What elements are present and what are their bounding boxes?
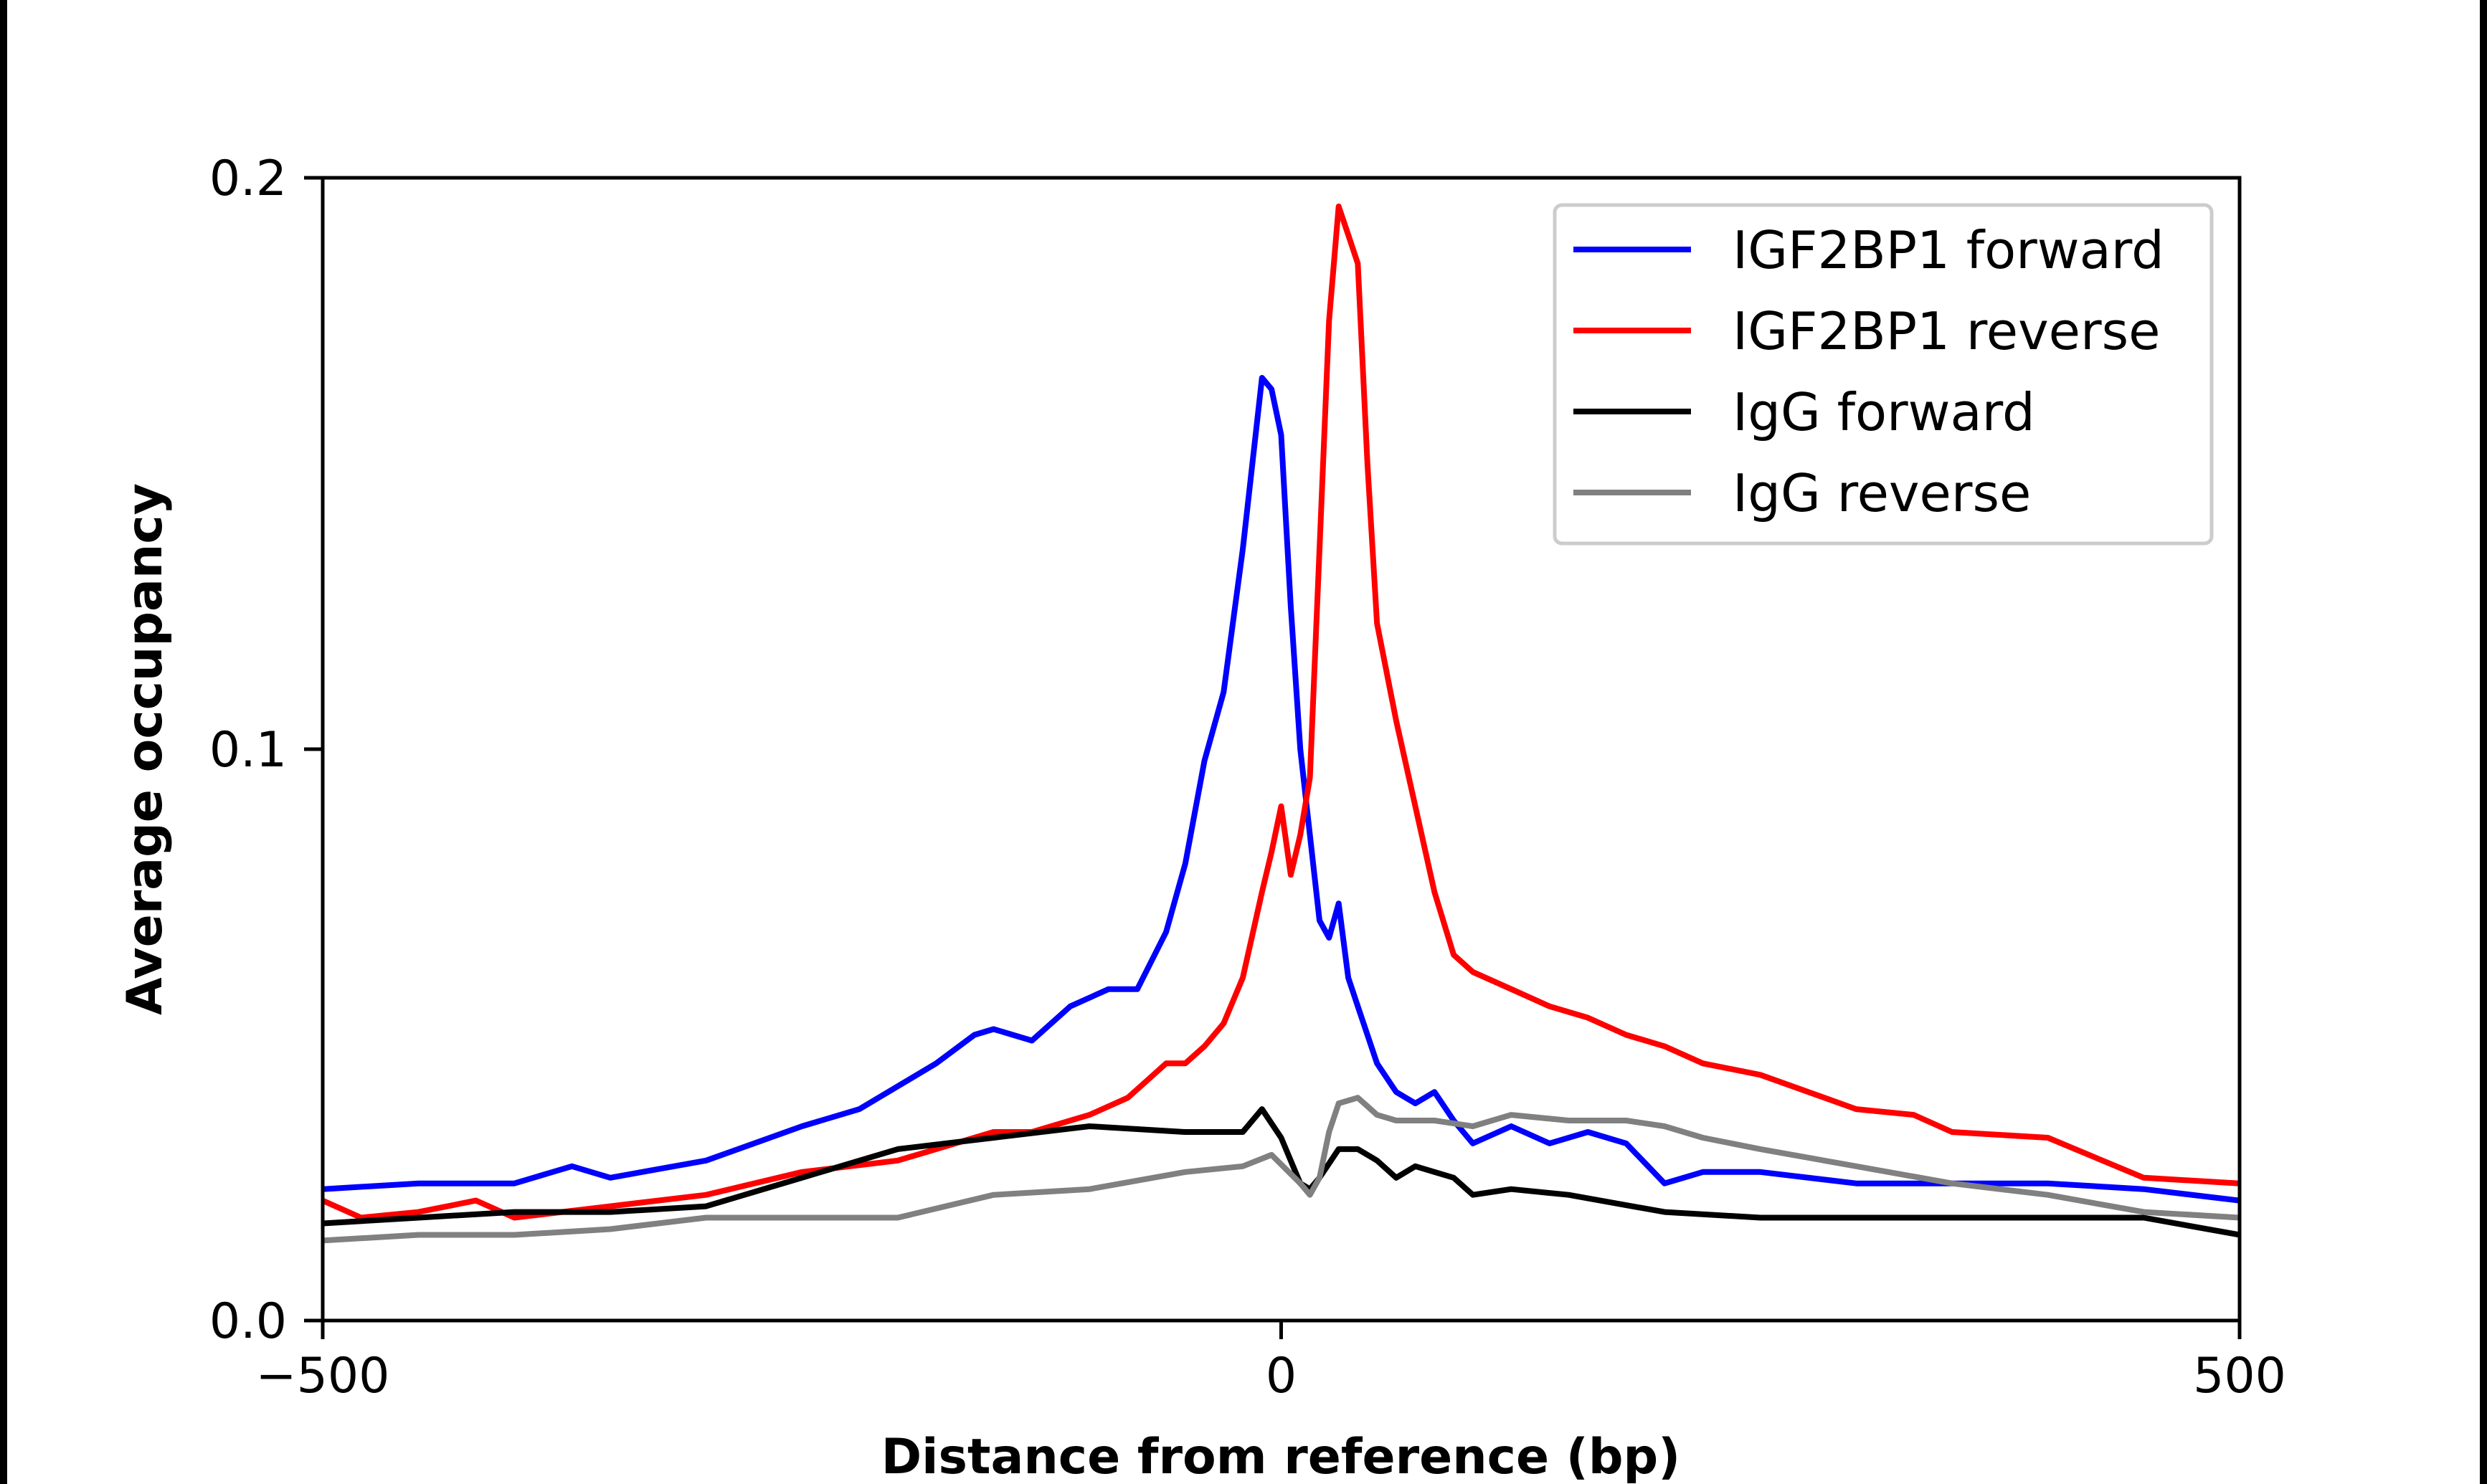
- series-line-2: [323, 203, 2240, 1221]
- y-tick-label: 0.0: [209, 1293, 287, 1350]
- y-tick-label: 0.1: [209, 722, 287, 779]
- y-axis-label: Average occupancy: [117, 483, 174, 1015]
- legend-label-4: IgG reverse: [1733, 463, 2031, 523]
- plot-area: [323, 203, 2240, 1244]
- x-tick-label: 500: [2193, 1348, 2286, 1404]
- axes: −500 0 500 0.0 0.1 0.2: [209, 151, 2286, 1404]
- x-tick-label: −500: [256, 1348, 390, 1404]
- legend-label-1: IGF2BP1 forward: [1733, 220, 2164, 280]
- x-axis-label: Distance from reference (bp): [881, 1429, 1681, 1484]
- legend-box: [1553, 203, 2214, 546]
- legend-label-3: IgG forward: [1733, 382, 2035, 442]
- y-tick-label: 0.2: [209, 151, 287, 207]
- series-line-3: [323, 1106, 2240, 1238]
- series-line-1: [323, 375, 2240, 1204]
- legend-label-2: IGF2BP1 reverse: [1733, 301, 2160, 361]
- x-tick-label: 0: [1266, 1348, 1297, 1404]
- series-line-4: [323, 1095, 2240, 1244]
- legend: IGF2BP1 forward IGF2BP1 reverse IgG forwar…: [1553, 203, 2214, 546]
